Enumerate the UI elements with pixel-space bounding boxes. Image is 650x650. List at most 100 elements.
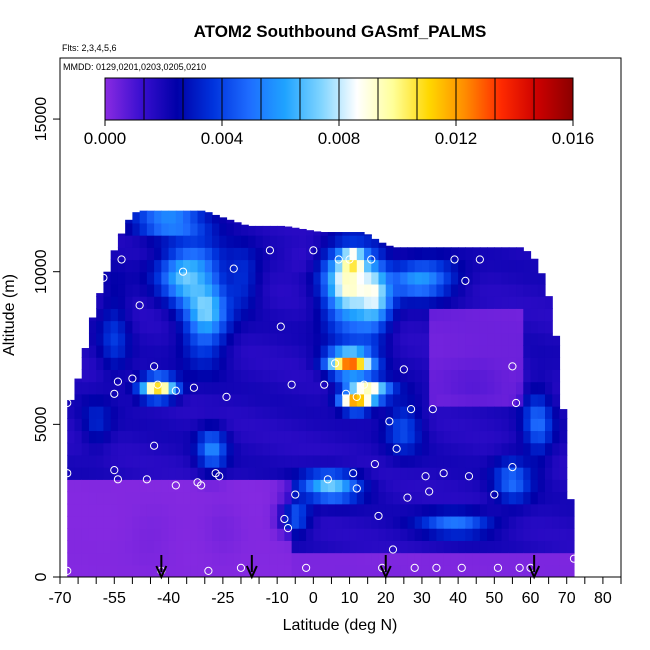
heatmap-cell bbox=[364, 259, 372, 273]
heatmap-cell bbox=[248, 393, 257, 407]
heatmap-cell bbox=[487, 344, 495, 358]
heatmap-cell bbox=[465, 308, 474, 322]
heatmap-cell bbox=[96, 503, 105, 517]
heatmap-cell bbox=[306, 344, 314, 358]
heatmap-cell bbox=[212, 235, 220, 248]
heatmap-cell bbox=[320, 357, 329, 370]
heatmap-cell bbox=[450, 406, 459, 419]
heatmap-cell bbox=[269, 271, 278, 285]
heatmap-cell bbox=[269, 528, 278, 541]
heatmap-cell bbox=[154, 308, 162, 322]
heatmap-cell bbox=[204, 430, 213, 444]
heatmap-cell bbox=[313, 271, 322, 285]
heatmap-cell bbox=[407, 515, 416, 529]
heatmap-cell bbox=[371, 406, 380, 419]
heatmap-cell bbox=[443, 247, 452, 261]
heatmap-cell bbox=[154, 357, 162, 370]
heatmap-cell bbox=[335, 259, 343, 273]
heatmap-cell bbox=[284, 515, 293, 529]
heatmap-cell bbox=[552, 479, 561, 493]
sample-point bbox=[287, 380, 296, 389]
heatmap-cell bbox=[161, 320, 170, 334]
heatmap-cell bbox=[501, 308, 510, 322]
heatmap-cell bbox=[197, 564, 206, 577]
heatmap-cell bbox=[240, 393, 249, 407]
heatmap-cell bbox=[436, 357, 445, 370]
heatmap-cell bbox=[414, 357, 423, 370]
heatmap-cell bbox=[436, 393, 445, 407]
heatmap-cell bbox=[313, 503, 322, 517]
heatmap-cell bbox=[277, 406, 285, 419]
heatmap-cell bbox=[523, 296, 532, 309]
heatmap-cell bbox=[269, 491, 278, 505]
heatmap-cell bbox=[436, 381, 445, 395]
heatmap-cell bbox=[501, 393, 510, 407]
x-tick-label: 40 bbox=[449, 590, 467, 607]
heatmap-cell bbox=[356, 232, 365, 236]
heatmap-cell bbox=[530, 406, 539, 419]
heatmap-cell bbox=[197, 320, 206, 334]
heatmap-cell bbox=[306, 332, 314, 346]
heatmap-cell bbox=[494, 247, 503, 261]
heatmap-cell bbox=[465, 283, 474, 297]
heatmap-cell bbox=[335, 479, 343, 493]
heatmap-cell bbox=[74, 418, 83, 432]
heatmap-cell bbox=[197, 528, 206, 541]
heatmap-cell bbox=[516, 479, 524, 493]
heatmap-cell bbox=[421, 479, 430, 493]
heatmap-cell bbox=[139, 540, 148, 554]
heatmap-cell bbox=[248, 467, 257, 480]
heatmap-cell bbox=[465, 320, 474, 334]
heatmap-cell bbox=[385, 245, 394, 248]
heatmap-cell bbox=[277, 442, 285, 456]
heatmap-cell bbox=[168, 332, 177, 346]
x-axis-label: Latitude (deg N) bbox=[283, 617, 398, 634]
heatmap-cell bbox=[392, 296, 401, 309]
heatmap-cell bbox=[501, 369, 510, 383]
heatmap-cell bbox=[516, 528, 524, 541]
heatmap-cell bbox=[472, 540, 481, 554]
heatmap-cell bbox=[472, 467, 481, 480]
heatmap-cell bbox=[378, 259, 387, 273]
heatmap-cell bbox=[132, 454, 141, 468]
heatmap-cell bbox=[559, 409, 568, 419]
heatmap-cell bbox=[342, 369, 351, 383]
heatmap-cell bbox=[508, 552, 517, 566]
heatmap-cell bbox=[544, 528, 553, 541]
heatmap-cell bbox=[117, 418, 126, 432]
heatmap-cell bbox=[88, 467, 97, 480]
heatmap-cell bbox=[487, 283, 495, 297]
heatmap-cell bbox=[291, 418, 300, 432]
heatmap-cell bbox=[284, 296, 293, 309]
heatmap-cell bbox=[146, 344, 155, 358]
sample-point bbox=[475, 255, 484, 264]
heatmap-cell bbox=[212, 418, 220, 432]
heatmap-cell bbox=[364, 247, 372, 261]
heatmap-cell bbox=[537, 491, 546, 505]
heatmap-cell bbox=[429, 320, 438, 334]
heatmap-cell bbox=[110, 564, 119, 577]
heatmap-cell bbox=[125, 259, 133, 273]
heatmap-cell bbox=[125, 430, 133, 444]
heatmap-cell bbox=[552, 357, 561, 370]
heatmap-cell bbox=[465, 454, 474, 468]
heatmap-cell bbox=[233, 515, 242, 529]
sample-point bbox=[309, 246, 318, 255]
heatmap-cell bbox=[429, 369, 438, 383]
heatmap-cell bbox=[407, 540, 416, 554]
heatmap-cell bbox=[313, 479, 322, 493]
heatmap-cell bbox=[125, 271, 133, 285]
heatmap-cell bbox=[494, 393, 503, 407]
heatmap-cell bbox=[96, 479, 105, 493]
heatmap-cell bbox=[407, 503, 416, 517]
heatmap-cell bbox=[248, 406, 257, 419]
heatmap-cell bbox=[117, 344, 126, 358]
heatmap-cell bbox=[356, 271, 365, 285]
heatmap-cell bbox=[284, 552, 293, 566]
heatmap-cell bbox=[508, 259, 517, 273]
heatmap-cell bbox=[255, 393, 264, 407]
heatmap-cell bbox=[190, 283, 199, 297]
heatmap-cell bbox=[154, 344, 162, 358]
heatmap-cell bbox=[175, 222, 184, 236]
heatmap-cell bbox=[154, 210, 162, 224]
